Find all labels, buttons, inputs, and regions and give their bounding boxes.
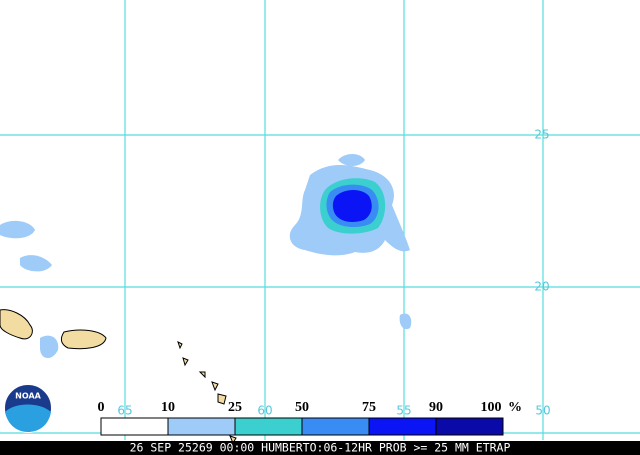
legend-label: 75	[362, 400, 376, 415]
legend-label: 50	[295, 400, 309, 415]
prob-area	[40, 335, 59, 359]
land	[0, 309, 237, 445]
legend-label: 90	[429, 400, 443, 415]
legend-swatch	[301, 417, 370, 436]
lat-label: 20	[534, 280, 549, 294]
island	[60, 329, 107, 350]
precipitation	[0, 154, 412, 359]
legend-swatch	[234, 417, 303, 436]
footer-bar	[0, 441, 640, 455]
prob-area	[332, 190, 372, 222]
grid-labels: 25 20 65 60 55 50	[117, 128, 550, 418]
prob-area	[399, 313, 412, 330]
lon-label: 65	[117, 404, 132, 418]
legend-label: 100	[481, 400, 502, 415]
island	[177, 341, 237, 445]
legend-unit: %	[508, 400, 522, 415]
logo-wave	[5, 404, 51, 432]
logo-text: NOAA	[15, 392, 41, 401]
island	[0, 309, 33, 340]
prob-area	[20, 255, 52, 272]
lon-label: 50	[535, 404, 550, 418]
lat-label: 25	[534, 128, 549, 142]
legend-swatch	[368, 417, 437, 436]
legend-swatch	[100, 417, 169, 436]
legend-label: 25	[228, 400, 242, 415]
prob-area	[0, 220, 35, 239]
prob-area	[338, 154, 365, 166]
legend: % 0 10 25 50 75 90 100	[98, 400, 522, 436]
footer-text: 26 SEP 25269 00:00 HUMBERTO:06-12HR PROB…	[130, 441, 511, 455]
lon-label: 55	[396, 404, 411, 418]
noaa-logo: NOAA	[3, 383, 53, 433]
legend-swatch	[167, 417, 236, 436]
legend-swatch	[435, 417, 504, 436]
legend-label: 10	[161, 400, 175, 415]
legend-label: 0	[98, 400, 105, 415]
lon-label: 60	[257, 404, 272, 418]
